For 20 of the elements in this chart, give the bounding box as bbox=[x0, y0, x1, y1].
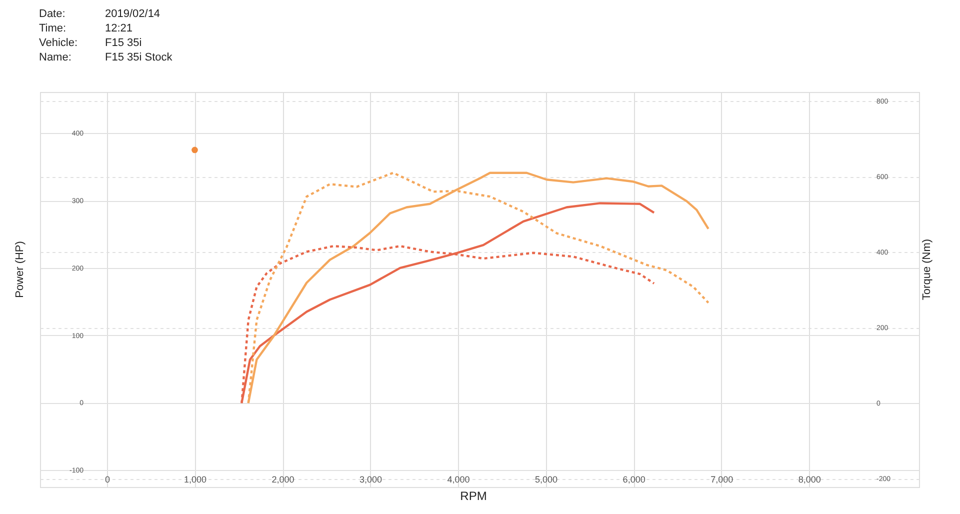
x-axis-title: RPM bbox=[460, 489, 487, 503]
x-tick-label: 6,000 bbox=[622, 474, 646, 484]
x-tick-label: 3,000 bbox=[360, 474, 382, 484]
y2-axis-title: Torque (Nm) bbox=[921, 238, 933, 300]
text: 12:21 bbox=[105, 22, 133, 34]
y-axis-title: Power (HP) bbox=[14, 241, 26, 298]
text: Vehicle: bbox=[39, 37, 78, 49]
x-tick-label: 7,000 bbox=[710, 474, 734, 484]
x-tick-label: 8,000 bbox=[798, 474, 821, 484]
x-tick-label: 1,000 bbox=[184, 474, 206, 484]
x-tick-label: 4,000 bbox=[447, 474, 470, 484]
text: Time: bbox=[39, 22, 66, 34]
text: F15 35i bbox=[105, 37, 142, 49]
x-tick-label: 2,000 bbox=[272, 474, 294, 484]
text: F15 35i Stock bbox=[105, 52, 173, 64]
x-tick-label: 5,000 bbox=[535, 474, 558, 484]
x-tick-label: 0 bbox=[104, 474, 110, 484]
text: Date: bbox=[39, 8, 66, 20]
text: 2019/02/14 bbox=[105, 8, 160, 20]
text: Name: bbox=[39, 52, 72, 64]
